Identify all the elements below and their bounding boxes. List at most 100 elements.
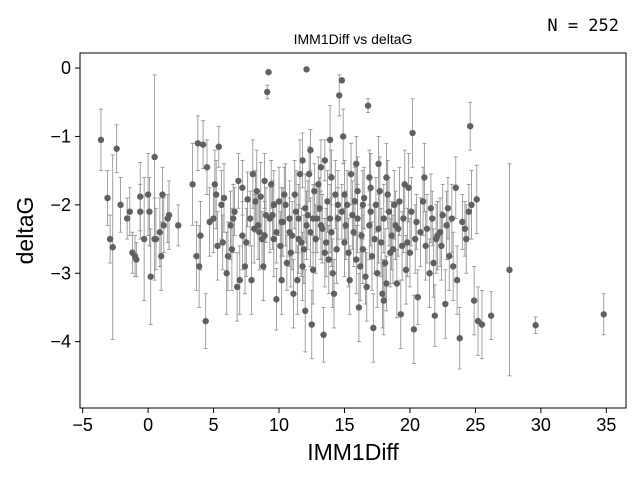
data-point	[292, 208, 300, 215]
data-point	[219, 239, 226, 246]
data-point	[299, 157, 306, 164]
data-point	[109, 244, 116, 251]
x-tick-label: 25	[465, 415, 485, 435]
data-point	[126, 208, 133, 215]
data-point	[346, 276, 353, 284]
data-point	[247, 215, 254, 222]
data-point	[406, 249, 414, 256]
data-point	[351, 198, 359, 205]
x-ticks: −5 0 5 10 15 20 25 30 35	[72, 408, 616, 435]
data-point	[267, 181, 275, 188]
data-point	[270, 235, 277, 243]
x-tick-label: 0	[143, 415, 153, 435]
data-point	[117, 201, 124, 209]
y-tick-label: −3	[50, 263, 71, 283]
data-point	[432, 235, 440, 243]
data-point	[165, 211, 173, 219]
data-point	[470, 297, 478, 304]
data-point	[381, 259, 389, 267]
data-point	[309, 215, 317, 222]
data-point	[374, 270, 381, 277]
data-point	[388, 232, 395, 239]
data-point	[299, 263, 306, 270]
data-point	[262, 211, 270, 219]
data-point	[366, 174, 373, 181]
data-point	[265, 68, 272, 76]
data-point	[311, 187, 318, 195]
data-point	[320, 331, 327, 339]
y-tick-label: −2	[50, 195, 71, 215]
data-point	[270, 201, 277, 209]
data-point	[405, 184, 412, 191]
data-point	[404, 239, 411, 246]
data-point	[421, 174, 428, 181]
data-point	[241, 263, 249, 270]
data-point	[338, 77, 346, 84]
data-point	[398, 242, 406, 250]
data-point	[506, 266, 513, 274]
data-point	[223, 270, 230, 277]
data-point	[326, 136, 334, 144]
data-point	[254, 222, 262, 229]
data-point	[189, 181, 196, 188]
data-point	[146, 208, 153, 215]
data-point	[358, 232, 365, 239]
data-point	[328, 229, 335, 236]
data-point	[239, 184, 246, 191]
data-point	[438, 242, 445, 250]
data-point	[436, 229, 444, 236]
data-point	[260, 263, 267, 270]
data-point	[466, 122, 474, 130]
data-point	[350, 229, 357, 236]
data-point	[303, 66, 310, 73]
data-point	[372, 201, 380, 209]
data-point	[452, 184, 459, 191]
data-point	[353, 160, 360, 168]
data-point	[349, 211, 356, 219]
x-tick-label: 20	[400, 415, 420, 435]
data-point	[275, 198, 283, 205]
data-point	[229, 215, 237, 222]
data-point	[312, 235, 319, 243]
data-point	[273, 296, 280, 303]
data-point	[355, 304, 363, 311]
data-point	[239, 232, 246, 239]
data-point	[321, 157, 329, 164]
data-point	[379, 290, 386, 297]
data-point	[446, 252, 453, 260]
data-point	[449, 263, 457, 270]
data-point	[370, 324, 377, 332]
data-point	[307, 229, 314, 236]
data-point	[215, 143, 222, 150]
data-point	[233, 283, 241, 291]
data-point	[235, 177, 242, 185]
data-point	[175, 222, 182, 229]
data-point	[383, 280, 390, 287]
data-point	[227, 222, 234, 229]
data-point	[385, 208, 393, 215]
data-point	[264, 88, 271, 96]
data-point	[302, 307, 309, 315]
data-point	[282, 201, 289, 209]
data-point	[137, 208, 144, 215]
data-point	[244, 196, 251, 203]
data-point	[197, 232, 204, 239]
data-point	[316, 205, 323, 212]
data-point	[360, 194, 368, 202]
data-point	[422, 242, 429, 250]
data-point	[359, 246, 367, 253]
data-point	[300, 246, 308, 253]
data-point	[393, 280, 401, 287]
data-point	[249, 170, 257, 178]
data-point	[97, 136, 105, 144]
data-point	[214, 242, 221, 250]
data-point	[218, 201, 225, 209]
data-point	[156, 229, 164, 236]
data-points	[97, 66, 607, 342]
data-point	[278, 218, 285, 226]
data-point	[236, 276, 243, 284]
data-point	[307, 146, 314, 154]
data-point	[309, 266, 317, 274]
data-point	[367, 208, 374, 215]
data-point	[600, 311, 607, 318]
